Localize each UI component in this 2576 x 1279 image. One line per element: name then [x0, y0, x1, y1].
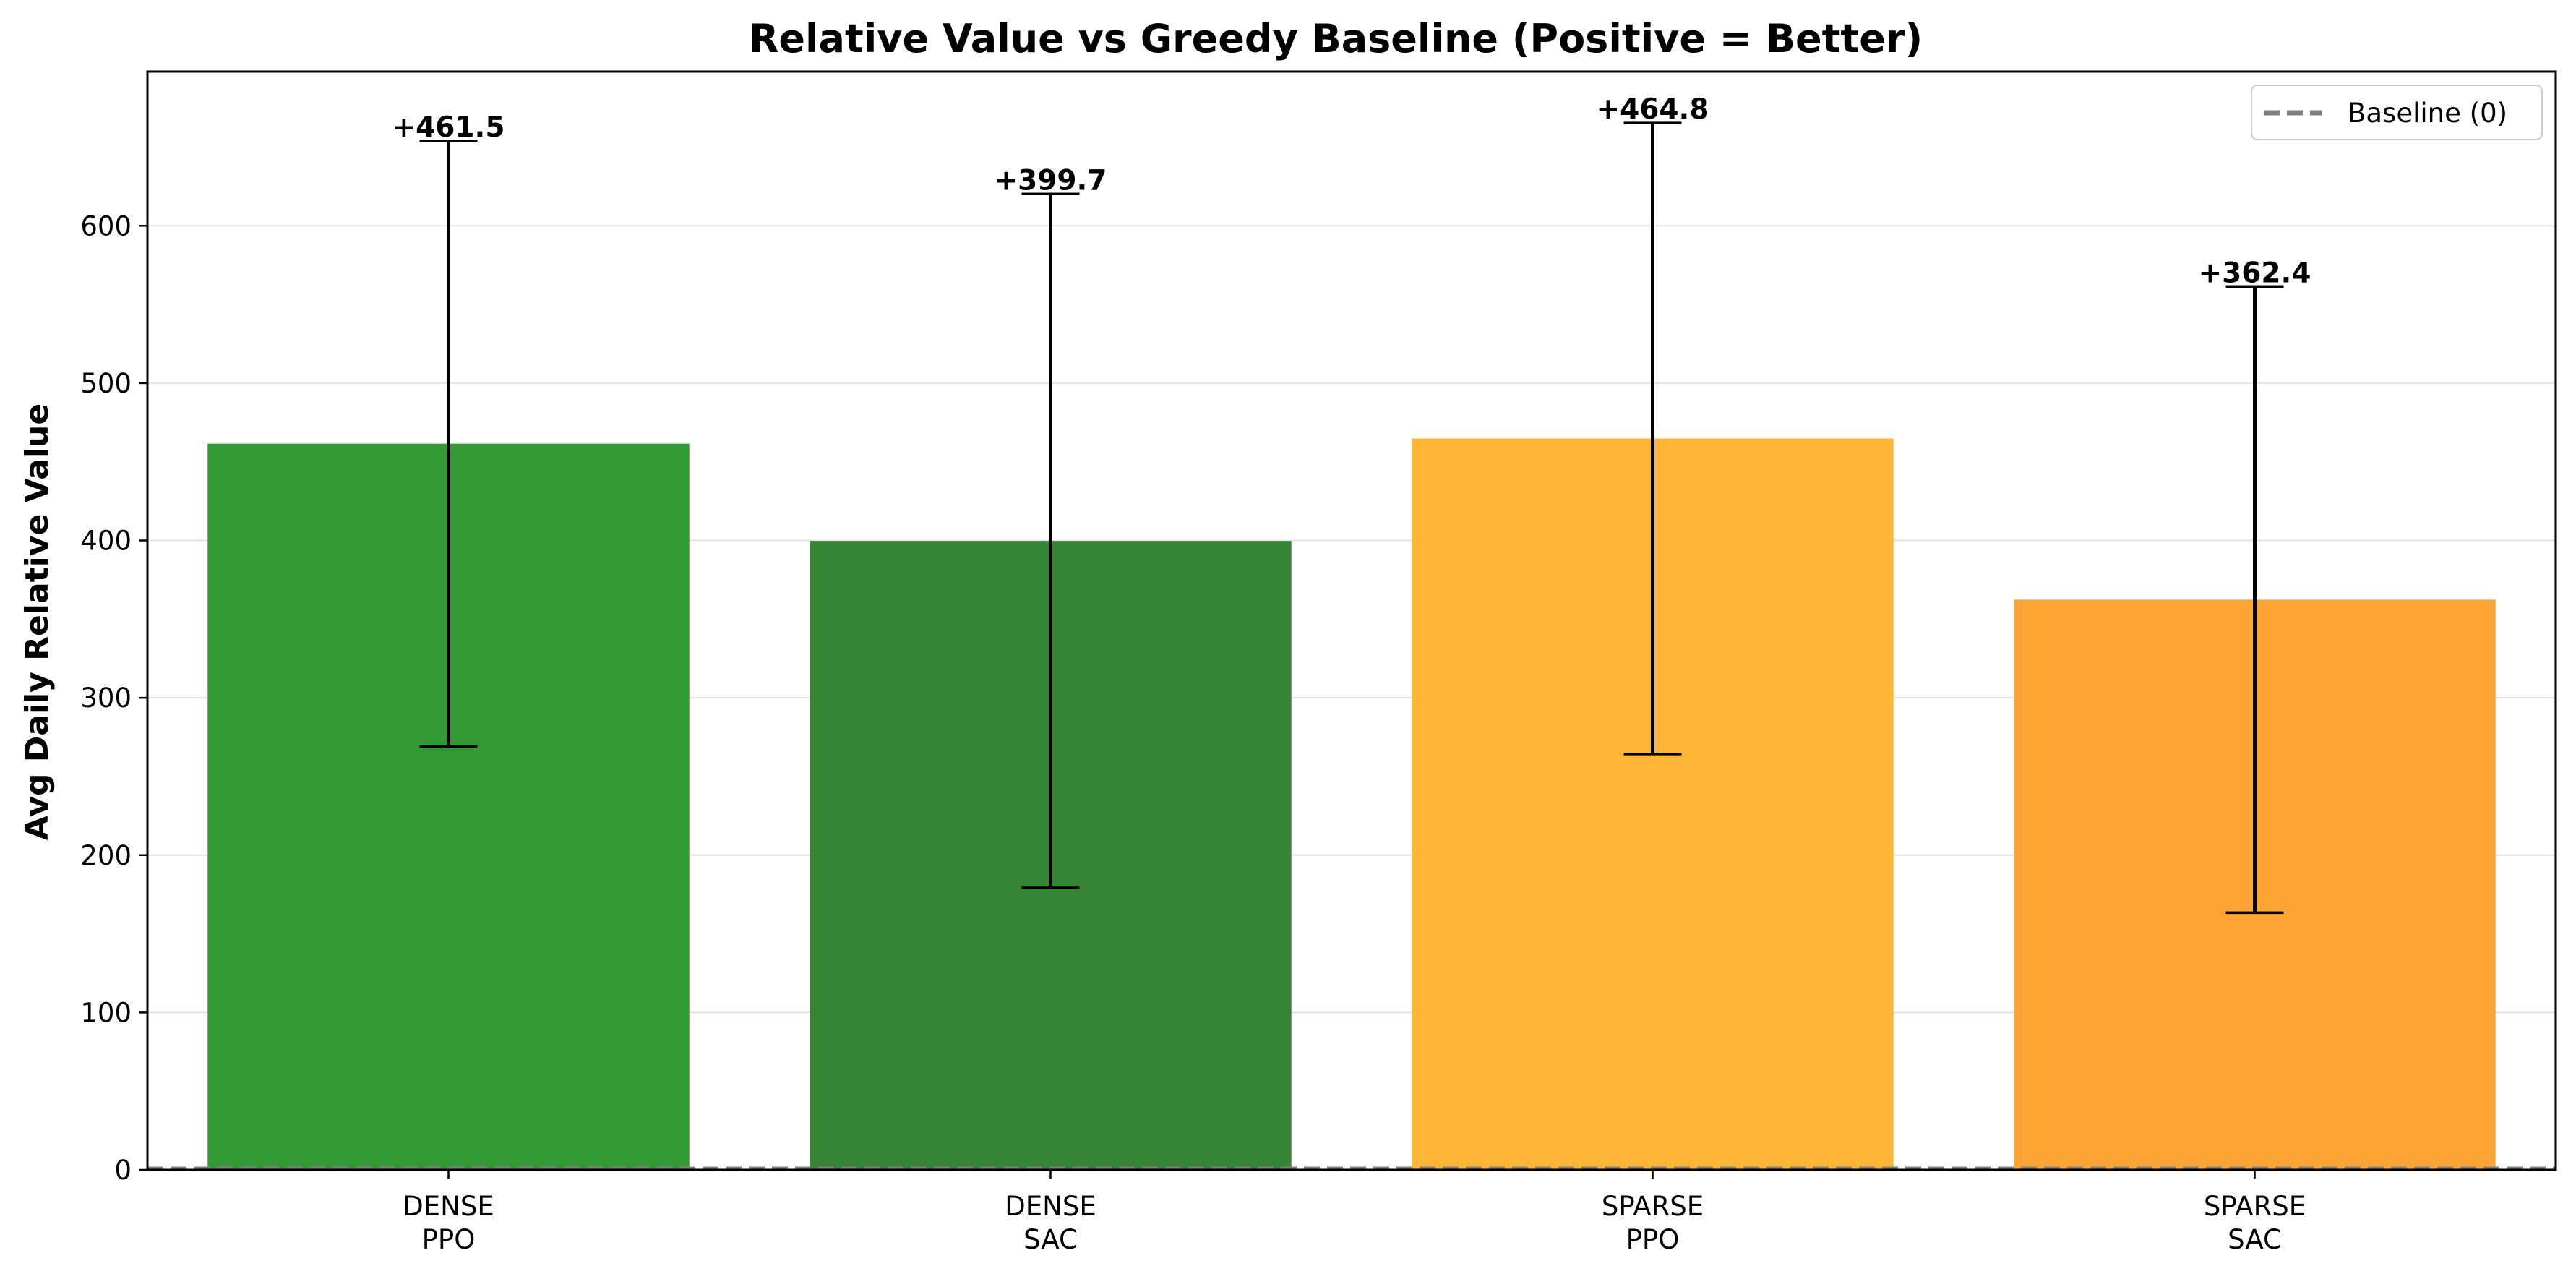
x-tick-label: PPO	[1626, 1224, 1680, 1255]
y-tick-label: 500	[80, 368, 132, 399]
y-tick-label: 200	[80, 840, 132, 871]
y-axis-ticks: 0 100 200 300 400 500 600	[80, 210, 147, 1186]
y-axis-label: Avg Daily Relative Value	[19, 403, 56, 840]
legend-baseline-label: Baseline (0)	[2348, 98, 2507, 129]
y-tick-label: 300	[80, 683, 132, 714]
data-label: +464.8	[1596, 93, 1709, 126]
x-tick-label: PPO	[422, 1224, 476, 1255]
x-tick-label: DENSE	[403, 1191, 494, 1222]
x-tick-label: SPARSE	[1602, 1191, 1704, 1222]
y-tick-label: 0	[114, 1155, 132, 1186]
x-tick-label: SPARSE	[2204, 1191, 2306, 1222]
plot-frame	[146, 70, 2557, 1171]
data-label: +362.4	[2198, 257, 2311, 289]
error-bars	[419, 121, 2284, 915]
x-tick-label: DENSE	[1005, 1191, 1096, 1222]
y-tick-label: 600	[80, 210, 132, 241]
data-label: +399.7	[994, 164, 1107, 197]
bars	[207, 438, 2496, 1170]
x-tick-label: SAC	[2228, 1224, 2282, 1255]
data-label: +461.5	[392, 111, 505, 144]
x-tick-label: SAC	[1023, 1224, 1078, 1255]
legend-box	[2251, 85, 2543, 140]
y-tick-label: 100	[80, 997, 132, 1028]
y-tick-label: 400	[80, 526, 132, 557]
chart-title: Relative Value vs Greedy Baseline (Posit…	[749, 16, 1923, 61]
data-labels: +461.5 +399.7 +464.8 +362.4	[392, 93, 2311, 289]
legend: Baseline (0)	[2251, 85, 2543, 140]
